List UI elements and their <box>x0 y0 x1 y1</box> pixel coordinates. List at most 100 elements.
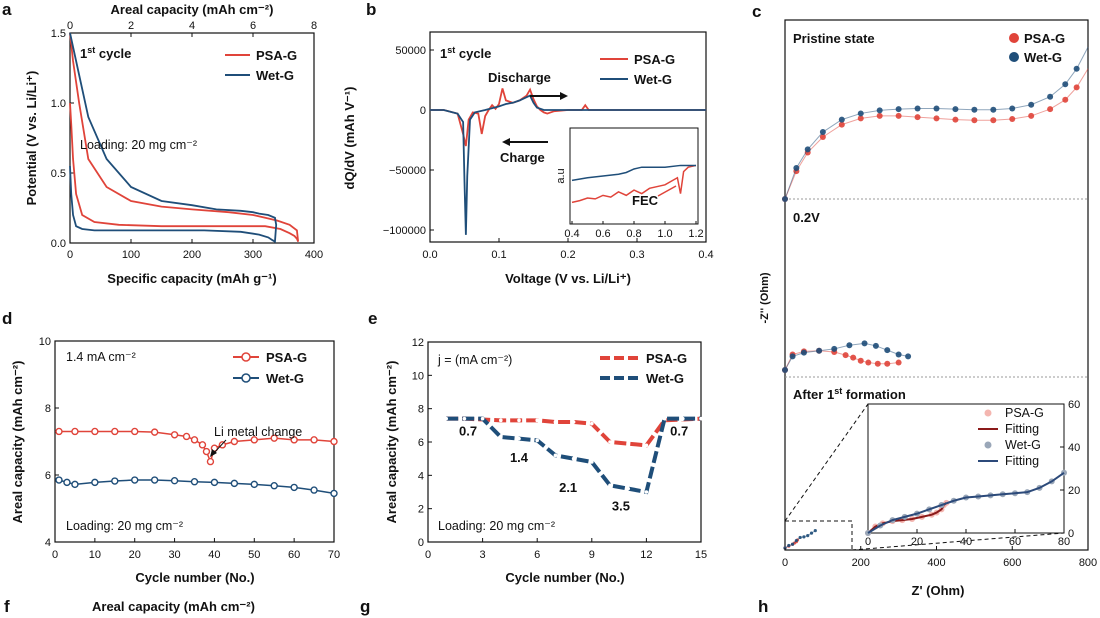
panel-d-xtick-label-5: 50 <box>248 549 260 561</box>
panel-c-xtick-label-3: 600 <box>1003 557 1021 569</box>
panel-a-top-xtick-label-1: 2 <box>128 20 134 32</box>
panel-e-psa-g-point <box>644 443 649 448</box>
panel-e-wet-g-point <box>608 483 612 488</box>
panel-e-wet-g-point <box>662 416 667 421</box>
panel-d-wet-g-point <box>190 478 199 486</box>
panel-b-ytick-label-1: 0 <box>420 105 426 117</box>
panel-d-psa-g-point <box>150 428 159 436</box>
panel-d-wet-g-point <box>150 476 159 484</box>
panel-label-d: d <box>2 309 12 328</box>
panel-d-xtick-label-1: 10 <box>89 549 101 561</box>
panel-e-rate-label-1: 1.4 <box>510 450 529 465</box>
panel-d-psa-g-point <box>190 436 199 444</box>
panel-e-psa-g-point <box>535 418 539 423</box>
panel-d-xtick-label-6: 60 <box>288 549 300 561</box>
panel-d-wet-g-point <box>63 478 71 487</box>
panel-d-wet-g-point <box>270 482 278 490</box>
panel-d-wet-g-point <box>250 480 258 489</box>
panel-c-inset-ytick-label-1: 20 <box>1068 485 1080 497</box>
panel-c-xlabel: Z' (Ohm) <box>912 583 965 598</box>
panel-c-sub0-psa-g-curve <box>784 68 1089 200</box>
panel-b-xtick-label-0: 0.0 <box>422 249 437 261</box>
panel-d-xlabel: Cycle number (No.) <box>135 570 254 585</box>
panel-c-pristine-label: Pristine state <box>793 31 875 46</box>
panel-d-li-metal-annotation: Li metal change <box>214 425 302 439</box>
panel-d-series-wet-g <box>58 479 335 495</box>
panel-e-ticks: 0 3 6 9 12 15 0 2 4 6 8 10 12 <box>412 337 707 561</box>
panel-d-psa-g-point <box>111 427 119 436</box>
panel-d-legend-wet: Wet-G <box>266 371 304 386</box>
panel-label-b: b <box>366 0 376 19</box>
panel-d-wet-g-point <box>111 477 119 485</box>
panel-a-top-xtick-label-0: 0 <box>67 20 73 32</box>
panel-a-xtick-label-2: 200 <box>183 249 201 261</box>
panel-a-top-xtick-label-2: 4 <box>189 20 195 32</box>
panel-b-cycle-label: 1st cycle <box>440 45 491 61</box>
panel-e-wet-g-point <box>535 438 539 443</box>
panel-c-legend-psa: PSA-G <box>1024 31 1065 46</box>
panel-b-inset-xtick-label-3: 1.0 <box>657 228 672 240</box>
panel-c-formation-label: After 1st formation <box>793 386 906 402</box>
panel-d-psa-g-point <box>131 427 139 436</box>
panel-label-g: g <box>360 597 370 616</box>
panel-c-inset-xtick-label-1: 20 <box>911 536 923 548</box>
panel-e-ytick-label-3: 6 <box>418 437 424 449</box>
panel-d-loading-annotation: Loading: 20 mg cm⁻² <box>66 519 183 533</box>
panel-a-xtick-label-3: 300 <box>244 249 262 261</box>
panel-b-charge-label: Charge <box>500 150 545 165</box>
panel-c-ylabel: -Z'' (Ohm) <box>759 272 771 323</box>
panel-c-zoom-box <box>784 520 853 551</box>
panel-d-xtick-label-7: 70 <box>328 549 340 561</box>
panel-d-wet-g-point <box>210 478 219 487</box>
panel-label-a: a <box>2 0 12 19</box>
panel-c-02v-label: 0.2V <box>793 210 820 225</box>
panel-e-ytick-label-1: 2 <box>418 504 424 516</box>
panel-e-ytick-label-0: 0 <box>418 537 424 549</box>
panel-e-series-psa-g <box>446 416 702 448</box>
panel-b-inset-xtick-label-1: 0.6 <box>595 228 610 240</box>
panel-e-wet-g-point <box>590 460 594 464</box>
panel-d-wet-g-point <box>310 486 318 494</box>
panel-d-psa-g-point <box>170 431 179 439</box>
panel-e-xtick-label-4: 12 <box>640 549 652 561</box>
panel-b-legend-wet: Wet-G <box>634 72 672 87</box>
panel-d-wet-g-point <box>330 489 338 498</box>
panel-d-psa-g-point <box>330 437 338 446</box>
panel-d-li-metal-arrowhead <box>210 449 217 457</box>
panel-label-h: h <box>758 597 768 616</box>
panel-e-psa-g-point <box>626 441 630 446</box>
panel-b-xtick-label-3: 0.3 <box>629 249 644 261</box>
panel-a-legend-psa: PSA-G <box>256 48 297 63</box>
panel-a-ylabel: Potential (V vs. Li/Li⁺) <box>24 71 39 206</box>
panel-a-series-psa-g <box>69 32 300 242</box>
panel-c-inset-fitting-wet <box>867 471 1065 534</box>
panel-e-wet-g-point <box>499 435 503 439</box>
panel-d-legend-wet-marker <box>241 373 251 383</box>
panel-d-psa-g-point <box>250 436 258 444</box>
panel-b-xlabel: Voltage (V vs. Li/Li⁺) <box>505 271 631 286</box>
panel-b-charge-arrowhead <box>502 138 510 146</box>
panel-e-psa-g-point <box>499 418 503 423</box>
panel-c-inset-xtick-label-2: 40 <box>960 536 972 548</box>
panel-e-j-annotation: j = (mA cm⁻²) <box>437 353 512 367</box>
panel-e-wet-g-point <box>462 416 467 421</box>
panel-c-inset-ytick-label-3: 60 <box>1068 399 1080 411</box>
panel-d-series <box>55 427 338 498</box>
panel-c-series <box>782 46 1089 550</box>
panel-c-legend-wet: Wet-G <box>1024 50 1062 65</box>
panel-a-xtick-label-4: 400 <box>305 249 323 261</box>
panel-d-psa-g-point <box>310 436 318 444</box>
panel-d-psa-g-point <box>71 427 79 436</box>
panel-e-ytick-label-5: 10 <box>412 370 424 382</box>
panel-d-psa-g-point <box>202 447 211 456</box>
panel-label-f: f <box>4 597 10 616</box>
panel-d-wet-g-point <box>230 479 239 488</box>
panel-d-ticks: 0 10 20 30 40 50 60 70 4 6 8 10 <box>39 336 340 561</box>
panel-d-wet-g-point <box>131 476 139 484</box>
panel-e-wet-g-point <box>626 486 630 491</box>
panel-b-ylabel: dQ/dV (mAh V⁻¹) <box>342 87 357 190</box>
panel-d-wet-g-point <box>91 478 99 487</box>
panel-e-psa-g-point <box>517 418 521 423</box>
panel-b-ytick-label-0: 50000 <box>395 45 426 57</box>
panel-c-xtick-label-0: 0 <box>782 557 788 569</box>
